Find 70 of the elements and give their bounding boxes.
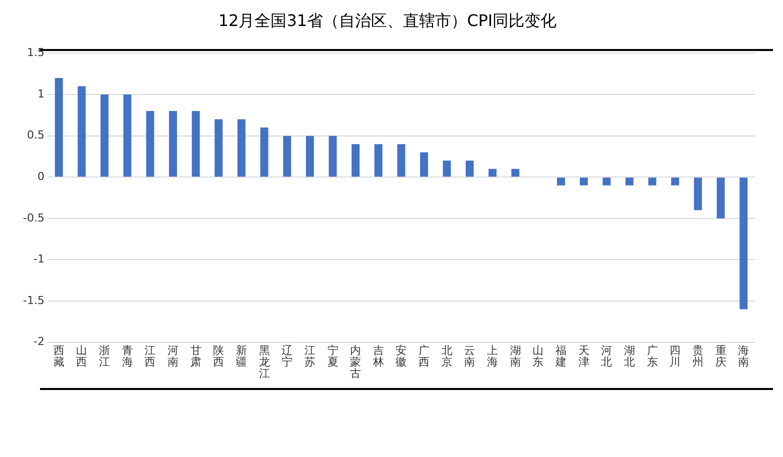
x-tick-label: 河南 — [167, 344, 178, 369]
y-tick-label: 1 — [37, 87, 44, 100]
bar — [671, 178, 680, 186]
y-tick-label: -2 — [33, 335, 44, 348]
x-tick-label: 海南 — [738, 344, 750, 369]
bar — [214, 119, 223, 177]
y-tick-label: -1 — [33, 252, 44, 266]
x-tick-label: 天津 — [578, 344, 590, 369]
bar — [352, 144, 360, 177]
bar — [716, 178, 725, 218]
bar — [146, 111, 154, 177]
x-tick-label: 内蒙古 — [350, 344, 362, 380]
bar — [557, 178, 565, 186]
x-tick-label: 湖南 — [510, 344, 521, 369]
y-tick-label: 0.5 — [26, 128, 44, 142]
x-tick-label: 浙江 — [99, 344, 110, 369]
x-tick-label: 黑龙江 — [258, 344, 270, 380]
x-tick-label: 广东 — [646, 344, 658, 369]
x-tick-label: 山西 — [76, 344, 88, 369]
x-tick-label: 陕西 — [213, 344, 224, 369]
bar — [123, 94, 132, 177]
bar — [648, 178, 656, 186]
bar — [420, 152, 428, 177]
x-tick-label: 江苏 — [304, 344, 316, 369]
x-tick-label: 福建 — [554, 344, 566, 369]
bar — [397, 144, 406, 177]
bar — [192, 111, 200, 177]
bar — [169, 111, 177, 177]
x-tick-label: 重庆 — [715, 344, 726, 369]
x-tick-label: 湖北 — [624, 344, 635, 369]
bar — [100, 94, 109, 177]
x-tick-label: 青海 — [122, 344, 133, 369]
x-tick-label: 安徽 — [396, 344, 407, 369]
bar — [54, 78, 63, 177]
bar — [511, 168, 520, 177]
bar — [488, 168, 497, 177]
bar — [694, 178, 702, 210]
bar — [625, 178, 634, 186]
x-tick-label: 四川 — [670, 344, 681, 369]
bar — [260, 128, 268, 177]
x-tick-label: 上海 — [487, 344, 498, 369]
x-tick-label: 北京 — [441, 344, 452, 369]
bar — [466, 160, 474, 177]
y-tick-label: -0.5 — [22, 211, 44, 224]
x-tick-label: 山东 — [532, 344, 544, 369]
x-tick-label: 甘肃 — [190, 344, 202, 369]
bar — [740, 178, 748, 310]
bar — [306, 136, 314, 177]
x-tick-label: 新疆 — [236, 344, 247, 369]
bar — [374, 144, 382, 177]
x-tick-label: 江西 — [144, 344, 156, 369]
y-tick-label: -1.5 — [22, 294, 44, 307]
x-tick-label: 西藏 — [53, 344, 64, 369]
bar — [602, 178, 611, 186]
x-tick-label: 吉林 — [372, 344, 384, 369]
bar — [580, 178, 588, 186]
x-tick-label: 河北 — [601, 344, 612, 369]
chart-title: 12月全国31省（自治区、直辖市）CPI同比变化 — [218, 10, 557, 30]
x-tick-label: 贵州 — [692, 344, 704, 369]
bar — [283, 136, 292, 177]
bar — [442, 160, 451, 177]
bar — [78, 86, 86, 177]
bar — [328, 136, 337, 177]
y-tick-label: 1.5 — [26, 46, 44, 60]
y-tick-label: 0 — [37, 170, 44, 183]
x-tick-label: 广西 — [418, 344, 430, 369]
bar — [237, 119, 246, 177]
x-tick-label: 辽宁 — [282, 344, 293, 369]
x-tick-label: 宁夏 — [327, 344, 338, 369]
x-tick-label: 云南 — [464, 344, 476, 369]
